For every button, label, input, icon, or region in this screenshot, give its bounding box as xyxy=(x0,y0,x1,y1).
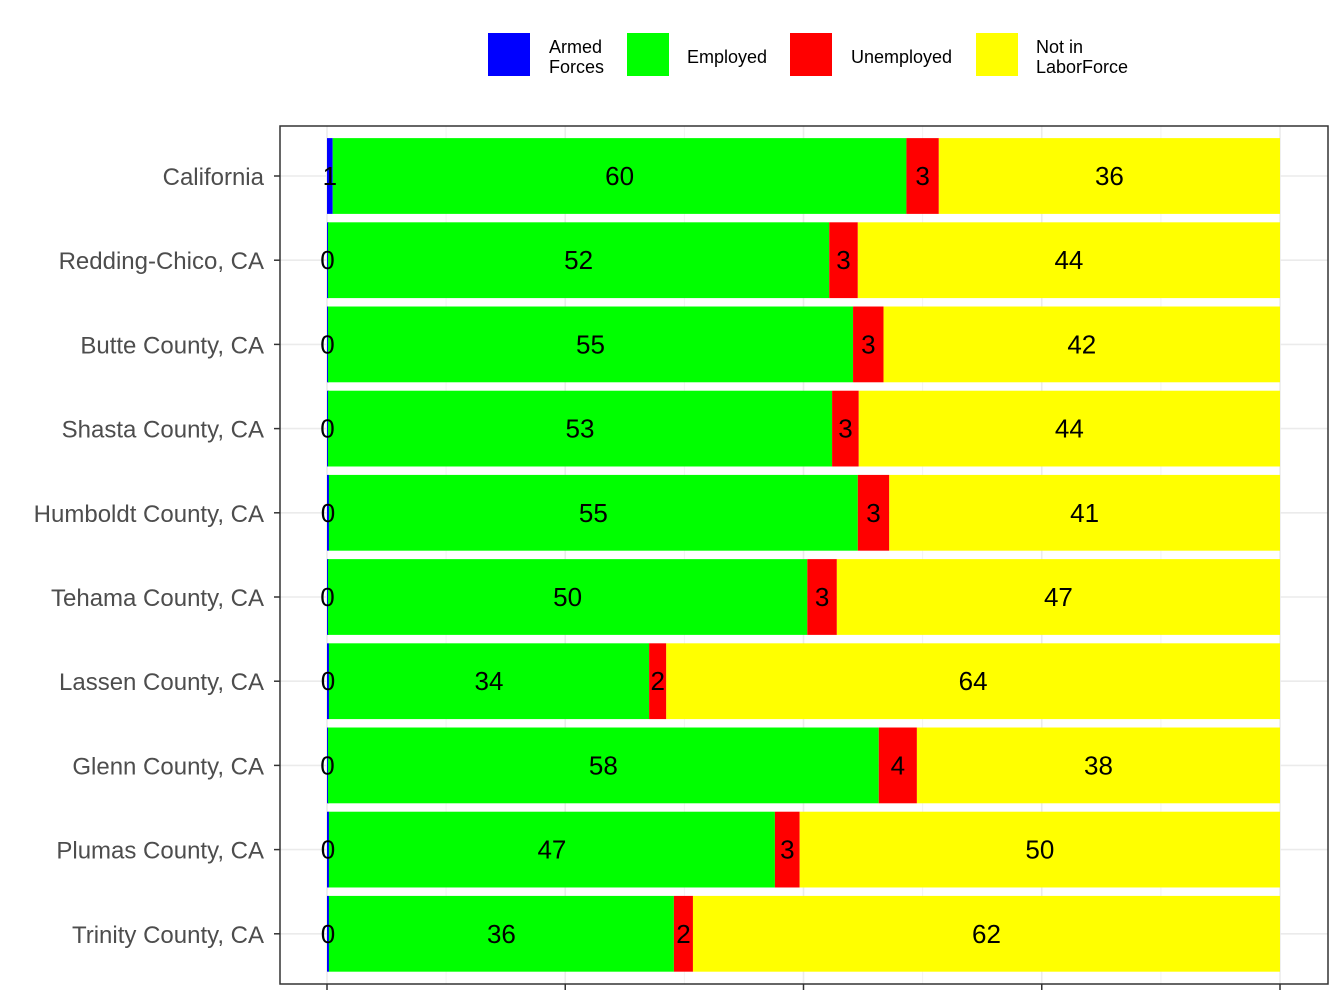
data-label: 50 xyxy=(553,582,582,612)
data-label: 55 xyxy=(579,498,608,528)
data-label: 3 xyxy=(915,161,929,191)
bar-segment xyxy=(327,727,879,804)
category-label: California xyxy=(163,164,265,191)
bar-segment xyxy=(836,559,1280,635)
data-label: 0 xyxy=(320,329,334,359)
data-label: 41 xyxy=(1070,498,1099,528)
data-label: 47 xyxy=(1044,582,1073,612)
plot-panel-border xyxy=(279,125,1329,985)
bar-segment xyxy=(692,895,1280,972)
bar-segment xyxy=(878,727,917,804)
bar-segment xyxy=(327,306,854,383)
category-label: Glenn County, CA xyxy=(72,753,264,780)
bar-segment xyxy=(673,895,693,972)
data-label: 0 xyxy=(321,498,335,528)
data-label: 62 xyxy=(972,919,1001,949)
bar-segment xyxy=(332,138,907,214)
data-label: 2 xyxy=(650,666,664,696)
data-label: 3 xyxy=(866,498,880,528)
legend-key xyxy=(627,33,669,76)
bar-segment xyxy=(829,222,858,299)
bar-segment xyxy=(799,811,1280,888)
legend-label: Armed Forces xyxy=(549,37,604,77)
legend-label: Unemployed xyxy=(851,47,952,67)
data-label: 47 xyxy=(537,835,566,865)
bar-segment xyxy=(328,895,674,972)
bar-segment xyxy=(328,643,650,720)
data-label: 34 xyxy=(475,666,504,696)
data-label: 0 xyxy=(321,666,335,696)
bar-segment xyxy=(649,643,667,720)
bar-segment xyxy=(328,811,775,888)
data-label: 3 xyxy=(838,414,852,444)
data-label: 3 xyxy=(780,835,794,865)
data-label: 3 xyxy=(861,329,875,359)
legend-key xyxy=(488,33,530,76)
data-label: 2 xyxy=(676,919,690,949)
bars xyxy=(327,138,1280,972)
legend-label: Not in LaborForce xyxy=(1036,37,1128,77)
data-label: 50 xyxy=(1025,835,1054,865)
bar-segment xyxy=(327,643,329,720)
category-label: Plumas County, CA xyxy=(56,838,264,865)
bar-segment xyxy=(857,474,890,551)
data-label: 4 xyxy=(891,750,905,780)
category-label: Butte County, CA xyxy=(80,332,264,359)
category-label: Lassen County, CA xyxy=(59,669,264,696)
bar-segment xyxy=(327,390,833,467)
category-label: Redding-Chico, CA xyxy=(59,248,264,275)
bar-segment xyxy=(327,138,333,214)
bar-segment xyxy=(328,474,858,551)
data-label: 3 xyxy=(836,245,850,275)
data-label: 36 xyxy=(487,919,516,949)
category-label: Trinity County, CA xyxy=(72,922,264,949)
legend-key xyxy=(976,33,1018,76)
y-axis: California Redding-Chico, CA Butte County,… xyxy=(34,164,1281,990)
bar-segment xyxy=(938,138,1280,214)
data-label: 1 xyxy=(323,161,337,191)
data-label: 0 xyxy=(321,919,335,949)
bar-segment xyxy=(666,643,1280,720)
bar-segment xyxy=(832,390,859,467)
bar-segment xyxy=(807,559,837,635)
data-label: 36 xyxy=(1095,161,1124,191)
data-label: 52 xyxy=(564,245,593,275)
bar-segment xyxy=(853,306,884,383)
data-label: 3 xyxy=(815,582,829,612)
bar-segment xyxy=(327,222,830,299)
category-label: Shasta County, CA xyxy=(62,417,264,444)
data-label: 44 xyxy=(1054,245,1083,275)
bar-segment xyxy=(858,390,1280,467)
bar-segment xyxy=(327,811,329,888)
data-label: 44 xyxy=(1055,414,1084,444)
category-label: Humboldt County, CA xyxy=(34,501,264,528)
data-label: 64 xyxy=(959,666,988,696)
data-label: 60 xyxy=(605,161,634,191)
data-label: 0 xyxy=(320,245,334,275)
data-label: 38 xyxy=(1084,750,1113,780)
legend-label: Employed xyxy=(687,47,767,67)
bar-segment xyxy=(916,727,1280,804)
data-label: 0 xyxy=(320,750,334,780)
bar-segment xyxy=(889,474,1280,551)
data-label: 58 xyxy=(589,750,618,780)
legend: Armed Forces Employed Unemployed Not in Labor… xyxy=(488,33,1128,77)
bar-labels: 1 60 3 360 52 3 440 55 3 420 53 3 440 55 3 410 50 3 470 34 2… xyxy=(320,161,1124,949)
legend-key xyxy=(790,33,832,76)
data-label: 0 xyxy=(320,582,334,612)
bar-segment xyxy=(906,138,939,214)
data-label: 53 xyxy=(566,414,595,444)
bar-segment xyxy=(774,811,800,888)
data-label: 42 xyxy=(1067,329,1096,359)
category-label: Tehama County, CA xyxy=(51,585,264,612)
data-label: 0 xyxy=(320,414,334,444)
bar-segment xyxy=(327,559,808,635)
bar-segment xyxy=(327,474,329,551)
bar-segment xyxy=(327,895,329,972)
bar-segment xyxy=(883,306,1280,383)
data-label: 0 xyxy=(321,835,335,865)
data-label: 55 xyxy=(576,329,605,359)
bar-segment xyxy=(857,222,1280,299)
